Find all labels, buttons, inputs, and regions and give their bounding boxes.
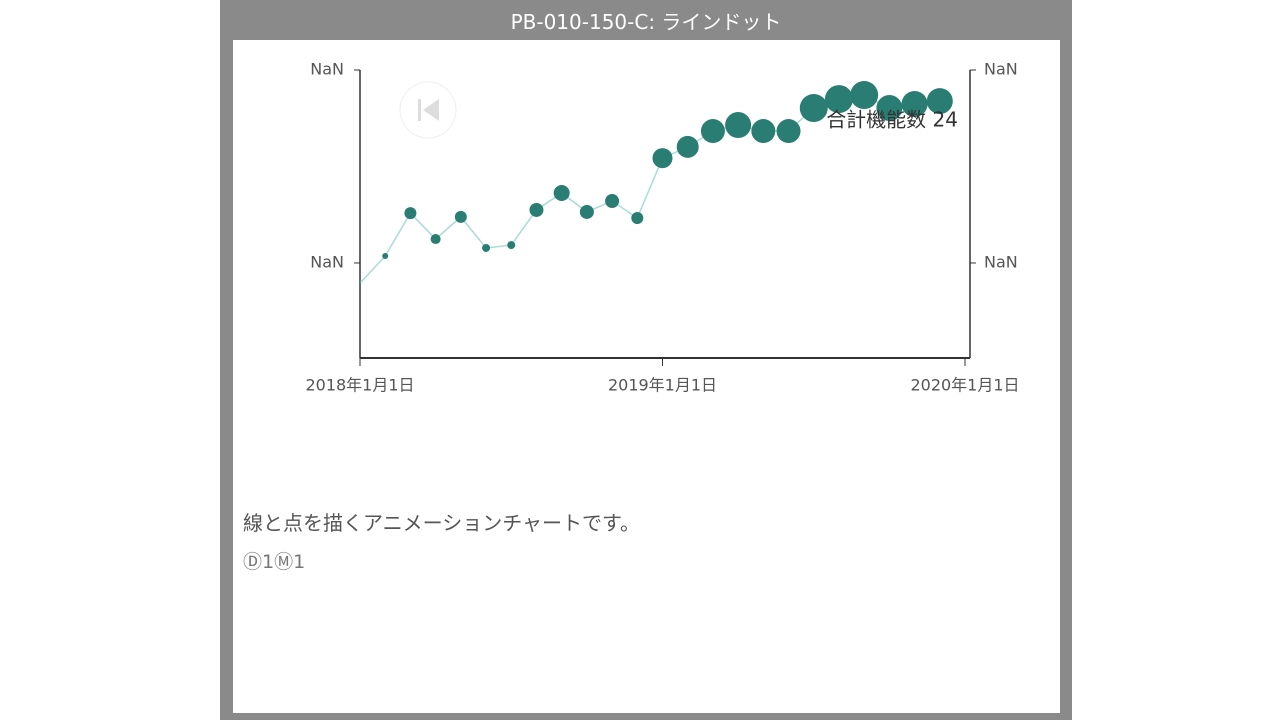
y2-tick-label: NaN: [984, 60, 1018, 79]
data-point: [751, 119, 776, 144]
data-point: [824, 85, 853, 114]
data-point: [404, 207, 417, 220]
data-point: [676, 135, 699, 158]
counts: Ⓓ1Ⓜ1: [243, 551, 306, 573]
data-point: [700, 119, 725, 144]
play-icon: [423, 99, 439, 121]
data-point: [359, 282, 361, 285]
data-point: [454, 210, 467, 223]
data-point: [799, 94, 828, 123]
data-point: [482, 243, 491, 252]
data-point: [382, 253, 389, 260]
data-point: [430, 234, 441, 245]
data-point: [725, 112, 752, 139]
annotation: 合計機能数 24: [826, 108, 958, 132]
data-point: [850, 81, 879, 110]
data-point: [579, 204, 594, 219]
data-point: [507, 241, 516, 250]
data-point: [605, 194, 620, 209]
data-point: [776, 119, 801, 144]
data-point: [901, 90, 928, 117]
description: 線と点を描くアニメーションチャートです。: [243, 511, 640, 535]
panel-title: PB-010-150-C: ラインドット: [510, 10, 782, 34]
x-tick-label: 2018年1月1日: [305, 376, 414, 395]
panel-body: [233, 40, 1060, 713]
play-icon: [418, 99, 421, 121]
y-tick-label: NaN: [310, 252, 344, 271]
y-tick-label: NaN: [310, 60, 344, 79]
data-point: [876, 95, 903, 122]
x-tick-label: 2020年1月1日: [910, 376, 1019, 395]
data-point: [529, 202, 544, 217]
data-point: [926, 88, 953, 115]
data-point: [652, 148, 673, 169]
data-point: [553, 184, 570, 201]
x-tick-label: 2019年1月1日: [608, 376, 717, 395]
data-point: [631, 212, 644, 225]
panel: PB-010-150-C: ラインドット: [220, 0, 1072, 720]
y2-tick-label: NaN: [984, 252, 1018, 271]
